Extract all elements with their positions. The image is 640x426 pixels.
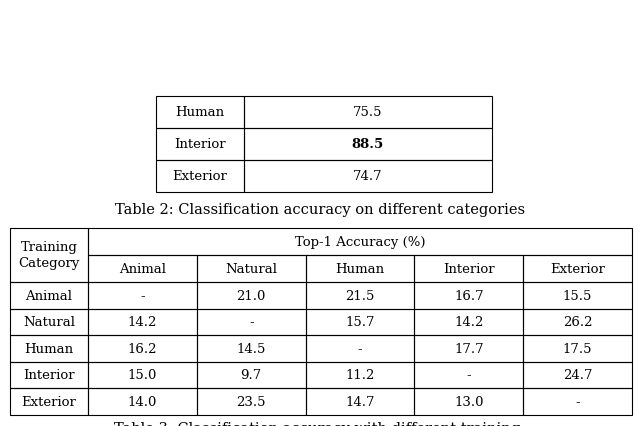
Bar [10,309,88,335]
Bar [524,282,632,309]
Bar [197,362,306,388]
Text: 26.2: 26.2 [563,316,593,328]
Text: Top-1 Accuracy (%): Top-1 Accuracy (%) [295,236,425,248]
Text: -: - [140,289,145,302]
Text: -: - [467,368,471,381]
Bar [306,335,415,362]
Bar [88,335,197,362]
Bar [306,388,415,414]
Bar [197,282,306,309]
Bar [88,228,632,256]
Bar [156,129,244,161]
Bar [415,256,523,282]
Bar [524,335,632,362]
Bar [88,362,197,388]
Bar [244,97,492,129]
Text: 17.5: 17.5 [563,342,593,355]
Bar [10,228,88,282]
Bar [415,362,523,388]
Bar [156,161,244,193]
Bar [244,129,492,161]
Text: 21.5: 21.5 [346,289,374,302]
Text: Natural: Natural [225,262,277,275]
Text: Exterior: Exterior [550,262,605,275]
Bar [197,309,306,335]
Text: Interior: Interior [174,138,226,151]
Text: Interior: Interior [23,368,75,381]
Text: Interior: Interior [443,262,495,275]
Bar [10,282,88,309]
Text: Human: Human [335,262,385,275]
Text: Exterior: Exterior [22,395,76,408]
Bar [524,256,632,282]
Text: -: - [249,316,253,328]
Bar [156,97,244,129]
Bar [10,362,88,388]
Bar [306,309,415,335]
Text: 13.0: 13.0 [454,395,484,408]
Text: Table 2: Classification accuracy on different categories: Table 2: Classification accuracy on diff… [115,202,525,216]
Text: -: - [575,395,580,408]
Text: 15.0: 15.0 [128,368,157,381]
Text: 14.2: 14.2 [454,316,483,328]
Text: 21.0: 21.0 [237,289,266,302]
Text: Training
Category: Training Category [19,241,80,270]
Bar [524,362,632,388]
Text: 14.7: 14.7 [345,395,375,408]
Bar [524,388,632,414]
Text: 75.5: 75.5 [353,106,383,119]
Bar [88,256,197,282]
Text: 11.2: 11.2 [346,368,374,381]
Text: Human: Human [24,342,74,355]
Text: 15.5: 15.5 [563,289,592,302]
Bar [197,335,306,362]
Text: 14.0: 14.0 [128,395,157,408]
Text: -: - [358,342,362,355]
Bar [415,282,523,309]
Text: 17.7: 17.7 [454,342,484,355]
Bar [415,388,523,414]
Text: 14.2: 14.2 [128,316,157,328]
Text: Exterior: Exterior [173,170,227,183]
Bar [306,282,415,309]
Bar [10,388,88,414]
Bar [88,309,197,335]
Text: Human: Human [175,106,225,119]
Text: Table 3: Classification accuracy with different training-: Table 3: Classification accuracy with di… [115,421,525,426]
Bar [244,161,492,193]
Bar [306,362,415,388]
Bar [524,309,632,335]
Bar [415,309,523,335]
Text: 23.5: 23.5 [236,395,266,408]
Text: 24.7: 24.7 [563,368,593,381]
Text: 16.7: 16.7 [454,289,484,302]
Bar [306,256,415,282]
Bar [88,282,197,309]
Bar [197,388,306,414]
Text: 14.5: 14.5 [237,342,266,355]
Text: Animal: Animal [119,262,166,275]
Text: 74.7: 74.7 [353,170,383,183]
Text: Natural: Natural [23,316,75,328]
Bar [197,256,306,282]
Text: Animal: Animal [26,289,72,302]
Text: 9.7: 9.7 [241,368,262,381]
Text: 15.7: 15.7 [345,316,375,328]
Bar [10,335,88,362]
Bar [415,335,523,362]
Bar [88,388,197,414]
Text: 16.2: 16.2 [127,342,157,355]
Text: 88.5: 88.5 [352,138,384,151]
